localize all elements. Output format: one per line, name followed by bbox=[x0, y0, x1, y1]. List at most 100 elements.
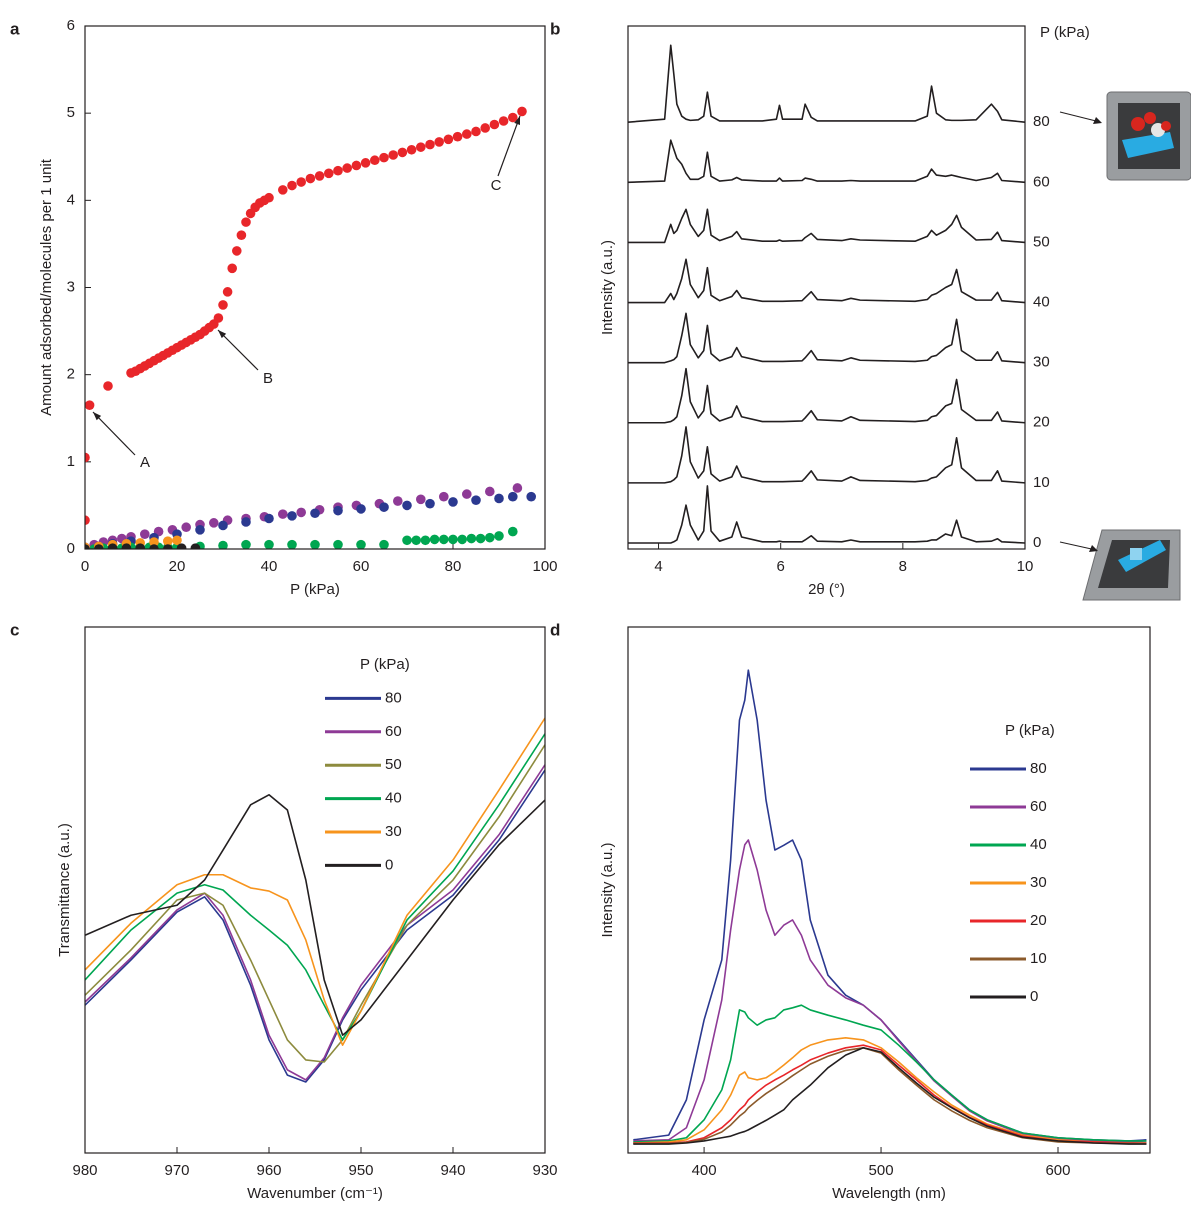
legend-label: 20 bbox=[1030, 912, 1047, 929]
x-tick-label: 10 bbox=[1017, 558, 1034, 575]
point bbox=[443, 134, 454, 145]
panel-label: c bbox=[10, 620, 19, 639]
point bbox=[434, 137, 445, 147]
annotation: B bbox=[263, 370, 273, 387]
x-tick-label: 100 bbox=[532, 558, 557, 575]
annotation-arrow bbox=[217, 329, 259, 371]
point bbox=[448, 534, 458, 545]
point bbox=[471, 495, 481, 505]
point bbox=[278, 509, 288, 519]
series-line bbox=[85, 793, 545, 1036]
plot-area bbox=[85, 717, 545, 1083]
point bbox=[457, 534, 468, 545]
y-tick-label: 80 bbox=[1033, 113, 1050, 130]
legend-title: P (kPa) bbox=[1040, 24, 1090, 41]
y-axis-label: Intensity (a.u.) bbox=[599, 240, 616, 335]
axes-frame bbox=[84, 626, 546, 1154]
y-axis-label: Intensity (a.u.) bbox=[599, 842, 616, 937]
point bbox=[190, 543, 201, 549]
x-tick-label: 400 bbox=[692, 1162, 717, 1179]
y-tick-label: 2 bbox=[67, 366, 75, 383]
x-tick-label: 20 bbox=[169, 558, 186, 575]
point bbox=[494, 493, 504, 504]
inset-arrowhead bbox=[1089, 545, 1098, 552]
point bbox=[264, 513, 274, 524]
point bbox=[85, 452, 90, 463]
series-line bbox=[628, 139, 1025, 184]
y-tick-label: 4 bbox=[67, 191, 75, 208]
y-tick-label: 10 bbox=[1033, 474, 1050, 491]
x-tick-label: 6 bbox=[777, 558, 785, 575]
series-line bbox=[633, 1047, 1147, 1145]
point bbox=[333, 539, 343, 549]
point bbox=[121, 543, 132, 549]
point bbox=[360, 158, 371, 168]
x-tick-label: 80 bbox=[445, 558, 462, 575]
point bbox=[195, 525, 205, 535]
legend-label: 60 bbox=[1030, 798, 1047, 815]
point bbox=[462, 489, 472, 499]
point bbox=[475, 533, 486, 544]
point bbox=[393, 496, 403, 506]
plot-area bbox=[633, 669, 1147, 1145]
point bbox=[149, 537, 159, 547]
legend-label: 0 bbox=[1030, 988, 1038, 1005]
series-line bbox=[85, 744, 545, 1063]
legend-label: 40 bbox=[1030, 836, 1047, 853]
point bbox=[163, 536, 173, 546]
x-tick-label: 980 bbox=[72, 1162, 97, 1179]
point bbox=[439, 534, 449, 545]
point bbox=[296, 177, 307, 187]
annotation: A bbox=[140, 454, 150, 471]
series-line bbox=[85, 717, 545, 1046]
point bbox=[264, 539, 274, 549]
point bbox=[140, 529, 150, 539]
y-tick-label: 50 bbox=[1033, 233, 1050, 250]
x-axis-label: Wavenumber (cm⁻¹) bbox=[247, 1185, 383, 1202]
point bbox=[448, 497, 458, 507]
point bbox=[149, 544, 159, 549]
point bbox=[333, 505, 343, 516]
point bbox=[85, 544, 90, 549]
point bbox=[517, 106, 527, 117]
point bbox=[241, 517, 251, 527]
series-line bbox=[633, 1037, 1147, 1144]
point bbox=[163, 544, 173, 549]
panel-label: b bbox=[550, 19, 560, 38]
point bbox=[485, 532, 495, 543]
point bbox=[425, 498, 435, 509]
point bbox=[466, 533, 477, 544]
x-tick-label: 970 bbox=[164, 1162, 189, 1179]
point bbox=[356, 504, 366, 514]
point bbox=[342, 163, 353, 173]
y-tick-label: 1 bbox=[67, 453, 75, 470]
point bbox=[480, 123, 491, 133]
point bbox=[351, 160, 362, 171]
axes-frame bbox=[84, 25, 546, 550]
point bbox=[526, 491, 536, 502]
y-tick-label: 0 bbox=[67, 540, 75, 557]
point bbox=[333, 165, 343, 176]
point bbox=[218, 300, 228, 310]
inset-0kpa bbox=[1082, 529, 1181, 601]
point bbox=[241, 539, 251, 549]
point bbox=[278, 185, 288, 195]
point bbox=[370, 155, 380, 166]
y-tick-label: 60 bbox=[1033, 173, 1050, 190]
point bbox=[489, 119, 500, 130]
point bbox=[310, 539, 320, 549]
y-tick-label: 0 bbox=[1033, 534, 1041, 551]
point bbox=[213, 313, 224, 323]
panel-label: d bbox=[550, 620, 560, 639]
point bbox=[439, 491, 449, 502]
point bbox=[402, 535, 412, 546]
annotation-arrow bbox=[92, 411, 136, 456]
axes-frame bbox=[627, 25, 1026, 550]
point bbox=[416, 142, 426, 152]
y-tick-label: 20 bbox=[1033, 414, 1050, 431]
inset-arrowhead bbox=[1093, 117, 1102, 124]
point bbox=[296, 507, 307, 518]
axes-frame bbox=[627, 626, 1151, 1154]
x-tick-label: 950 bbox=[348, 1162, 373, 1179]
x-axis-label: Wavelength (nm) bbox=[832, 1185, 946, 1202]
